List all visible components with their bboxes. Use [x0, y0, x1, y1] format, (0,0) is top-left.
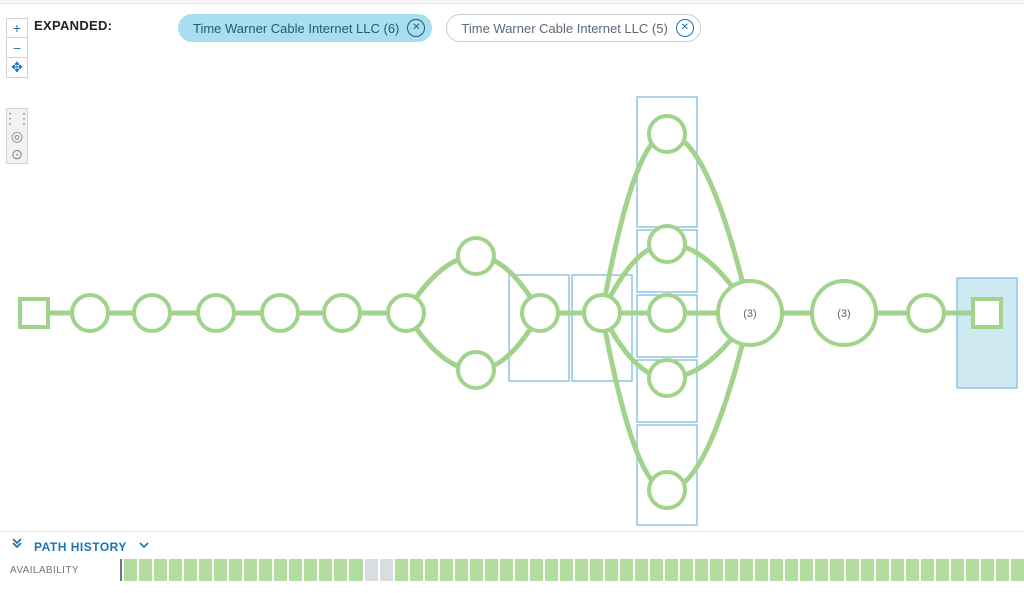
availability-segment	[470, 559, 483, 581]
hop-node[interactable]	[908, 295, 944, 331]
availability-segment	[244, 559, 257, 581]
availability-segment	[485, 559, 498, 581]
availability-segment	[425, 559, 438, 581]
availability-segment	[365, 559, 378, 581]
availability-segment	[199, 559, 212, 581]
availability-segment	[229, 559, 242, 581]
availability-segment	[620, 559, 633, 581]
availability-segment	[1011, 559, 1024, 581]
path-history-panel: PATH HISTORY AVAILABILITY	[0, 531, 1024, 593]
availability-segment	[740, 559, 753, 581]
node-label: (3)	[837, 308, 850, 320]
availability-bar[interactable]	[120, 559, 1024, 581]
hop-node[interactable]	[649, 295, 685, 331]
hop-node[interactable]	[649, 472, 685, 508]
availability-segment	[124, 559, 137, 581]
availability-segment	[169, 559, 182, 581]
availability-segment	[770, 559, 783, 581]
availability-segment	[800, 559, 813, 581]
collapse-icon[interactable]	[10, 538, 24, 555]
availability-segment	[560, 559, 573, 581]
hop-node[interactable]	[198, 295, 234, 331]
availability-segment	[259, 559, 272, 581]
availability-segment	[575, 559, 588, 581]
availability-segment	[846, 559, 859, 581]
availability-segment	[455, 559, 468, 581]
availability-segment	[876, 559, 889, 581]
availability-segment	[966, 559, 979, 581]
availability-segment	[334, 559, 347, 581]
availability-segment	[380, 559, 393, 581]
availability-segment	[515, 559, 528, 581]
availability-segment	[274, 559, 287, 581]
hop-node[interactable]	[324, 295, 360, 331]
hop-node[interactable]	[649, 116, 685, 152]
hop-node[interactable]	[458, 238, 494, 274]
availability-segment	[650, 559, 663, 581]
availability-segment	[710, 559, 723, 581]
availability-segment	[500, 559, 513, 581]
availability-segment	[936, 559, 949, 581]
hop-node[interactable]	[262, 295, 298, 331]
availability-segment	[304, 559, 317, 581]
availability-segment	[440, 559, 453, 581]
hop-node[interactable]	[584, 295, 620, 331]
availability-segment	[395, 559, 408, 581]
availability-segment	[289, 559, 302, 581]
availability-segment	[996, 559, 1009, 581]
source-node[interactable]	[20, 299, 48, 327]
hop-node[interactable]	[649, 226, 685, 262]
availability-segment	[184, 559, 197, 581]
availability-segment	[154, 559, 167, 581]
availability-segment	[785, 559, 798, 581]
availability-segment	[665, 559, 678, 581]
availability-segment	[545, 559, 558, 581]
node-label: (3)	[743, 308, 756, 320]
hop-node[interactable]	[134, 295, 170, 331]
availability-segment	[530, 559, 543, 581]
availability-segment	[605, 559, 618, 581]
availability-segment	[695, 559, 708, 581]
availability-segment	[815, 559, 828, 581]
availability-segment	[635, 559, 648, 581]
availability-segment	[319, 559, 332, 581]
hop-node[interactable]	[458, 352, 494, 388]
availability-segment	[891, 559, 904, 581]
availability-segment	[590, 559, 603, 581]
availability-segment	[906, 559, 919, 581]
availability-segment	[861, 559, 874, 581]
topology-canvas[interactable]: (3) (3)	[0, 0, 1024, 530]
target-node[interactable]	[973, 299, 1001, 327]
availability-segment	[410, 559, 423, 581]
availability-segment	[921, 559, 934, 581]
availability-segment	[981, 559, 994, 581]
availability-segment	[755, 559, 768, 581]
hop-node[interactable]	[388, 295, 424, 331]
hop-node[interactable]	[649, 360, 685, 396]
availability-label: AVAILABILITY	[10, 565, 114, 576]
availability-segment	[214, 559, 227, 581]
availability-segment	[680, 559, 693, 581]
node-group[interactable]	[957, 278, 1017, 388]
availability-segment	[349, 559, 362, 581]
availability-segment	[725, 559, 738, 581]
availability-segment	[139, 559, 152, 581]
hop-node[interactable]	[522, 295, 558, 331]
availability-segment	[951, 559, 964, 581]
hop-node[interactable]	[72, 295, 108, 331]
chevron-down-icon[interactable]	[139, 540, 149, 553]
path-history-label[interactable]: PATH HISTORY	[34, 540, 127, 554]
availability-segment	[830, 559, 843, 581]
